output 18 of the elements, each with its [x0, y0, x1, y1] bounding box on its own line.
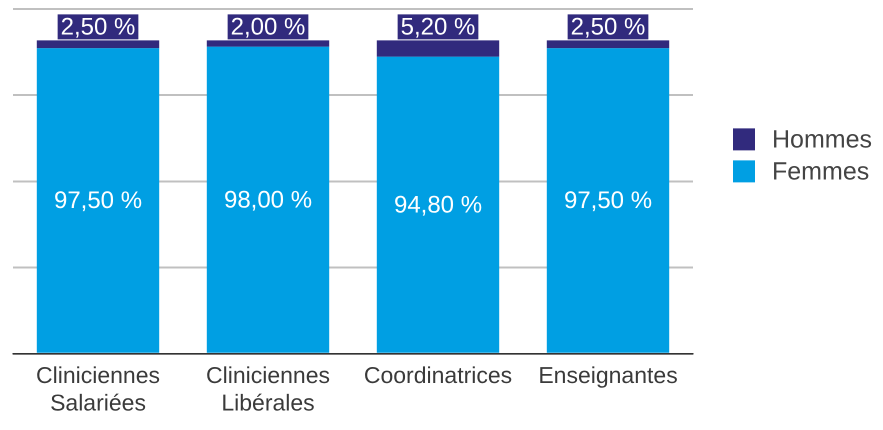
legend-label: Hommes [772, 125, 872, 154]
x-tick-label: Cliniciennes Salariées [36, 362, 160, 416]
x-tick-label: Cliniciennes Libérales [206, 362, 330, 416]
x-tick-label: Coordinatrices [364, 362, 512, 388]
x-tick-label: Enseignantes [538, 362, 678, 388]
data-label: 97,50 % [564, 187, 652, 214]
data-label: 97,50 % [54, 187, 142, 214]
bar [36, 48, 160, 353]
data-label: 94,80 % [394, 191, 482, 218]
bar [206, 46, 330, 353]
data-label: 2,00 % [230, 13, 306, 40]
bar [376, 56, 500, 353]
bar [546, 48, 670, 353]
data-label: 5,20 % [400, 13, 476, 40]
data-label: 2,50 % [60, 13, 136, 40]
data-label: 98,00 % [224, 186, 312, 214]
legend-label: Femmes [772, 157, 870, 186]
data-label: 2,50 % [570, 13, 646, 40]
